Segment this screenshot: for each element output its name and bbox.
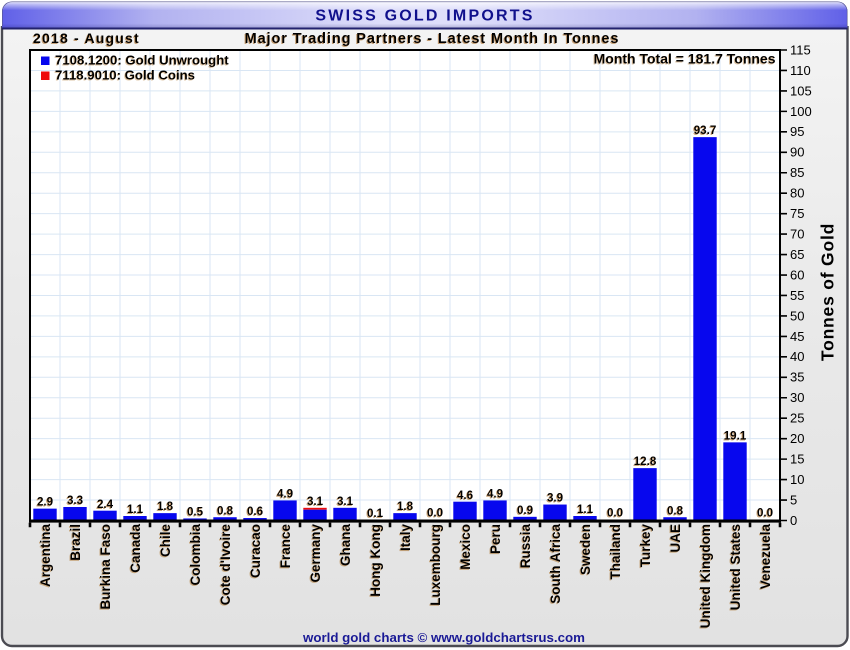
svg-text:75: 75 — [790, 206, 804, 221]
svg-text:Thailand: Thailand — [608, 524, 623, 580]
svg-text:19.1: 19.1 — [724, 429, 747, 442]
svg-text:4.9: 4.9 — [277, 488, 294, 501]
svg-text:1.1: 1.1 — [577, 503, 594, 516]
svg-text:1.1: 1.1 — [127, 503, 144, 516]
svg-text:93.7: 93.7 — [694, 124, 717, 137]
svg-text:90: 90 — [790, 145, 804, 160]
svg-text:70: 70 — [790, 227, 804, 242]
svg-text:Turkey: Turkey — [638, 524, 653, 568]
svg-text:Month Total = 181.7 Tonnes: Month Total = 181.7 Tonnes — [594, 51, 776, 67]
svg-text:25: 25 — [790, 411, 804, 426]
svg-text:Hong Kong: Hong Kong — [368, 524, 383, 597]
svg-text:Germany: Germany — [308, 524, 323, 583]
svg-text:Brazil: Brazil — [68, 524, 83, 561]
svg-text:SWISS GOLD IMPORTS: SWISS GOLD IMPORTS — [315, 8, 534, 25]
svg-text:0.6: 0.6 — [247, 505, 264, 518]
svg-text:2.9: 2.9 — [37, 496, 54, 509]
svg-text:0.0: 0.0 — [607, 507, 623, 520]
svg-text:Burkina Faso: Burkina Faso — [98, 524, 113, 610]
svg-text:3.1: 3.1 — [307, 495, 324, 508]
svg-text:4.6: 4.6 — [457, 489, 474, 502]
svg-text:United Kingdom: United Kingdom — [698, 524, 713, 628]
svg-text:5: 5 — [790, 492, 797, 507]
svg-text:4.9: 4.9 — [487, 488, 504, 501]
svg-text:Colombia: Colombia — [188, 524, 203, 586]
svg-text:1.8: 1.8 — [397, 500, 414, 513]
svg-text:Cote d'Ivoire: Cote d'Ivoire — [218, 524, 233, 606]
svg-text:65: 65 — [790, 247, 804, 262]
svg-text:60: 60 — [790, 267, 804, 282]
svg-text:30: 30 — [790, 390, 804, 405]
svg-text:Italy: Italy — [398, 524, 413, 552]
svg-text:0.5: 0.5 — [187, 506, 204, 519]
svg-text:35: 35 — [790, 370, 804, 385]
svg-text:0.0: 0.0 — [757, 507, 773, 520]
svg-text:Venezuela: Venezuela — [758, 524, 773, 590]
svg-text:0.9: 0.9 — [517, 504, 534, 517]
svg-text:55: 55 — [790, 288, 804, 303]
svg-text:Sweden: Sweden — [578, 524, 593, 575]
svg-text:Ghana: Ghana — [338, 524, 353, 567]
svg-text:10: 10 — [790, 472, 804, 487]
svg-text:United States: United States — [728, 524, 743, 610]
svg-text:Tonnes of Gold: Tonnes of Gold — [818, 223, 838, 361]
svg-text:0.8: 0.8 — [217, 504, 234, 517]
svg-text:100: 100 — [790, 104, 812, 119]
svg-text:7108.1200: Gold Unwrought: 7108.1200: Gold Unwrought — [55, 53, 229, 68]
svg-text:110: 110 — [790, 63, 811, 78]
svg-text:12.8: 12.8 — [634, 455, 657, 468]
svg-text:Argentina: Argentina — [38, 524, 53, 587]
svg-text:3.9: 3.9 — [547, 492, 564, 505]
svg-text:80: 80 — [790, 186, 804, 201]
svg-text:50: 50 — [790, 308, 804, 323]
svg-text:Peru: Peru — [488, 524, 503, 554]
svg-text:40: 40 — [790, 349, 804, 364]
svg-text:Chile: Chile — [158, 524, 173, 557]
svg-text:Luxembourg: Luxembourg — [428, 524, 443, 606]
svg-text:0.1: 0.1 — [367, 507, 384, 520]
svg-text:7118.9010: Gold Coins: 7118.9010: Gold Coins — [55, 68, 195, 83]
svg-text:3.1: 3.1 — [337, 495, 354, 508]
svg-text:105: 105 — [790, 83, 812, 98]
svg-text:Major Trading Partners - Lates: Major Trading Partners - Latest Month In… — [245, 31, 620, 47]
svg-text:Mexico: Mexico — [458, 524, 473, 570]
svg-text:1.8: 1.8 — [157, 500, 174, 513]
svg-text:0.0: 0.0 — [427, 507, 443, 520]
svg-text:France: France — [278, 524, 293, 569]
svg-text:15: 15 — [790, 452, 804, 467]
svg-text:3.3: 3.3 — [67, 494, 84, 507]
svg-text:South Africa: South Africa — [548, 524, 563, 604]
svg-text:0.8: 0.8 — [667, 504, 684, 517]
svg-text:UAE: UAE — [668, 524, 683, 553]
svg-text:2018 - August: 2018 - August — [33, 30, 140, 46]
svg-text:45: 45 — [790, 329, 804, 344]
svg-text:115: 115 — [790, 42, 811, 57]
svg-text:20: 20 — [790, 431, 804, 446]
svg-text:2.4: 2.4 — [97, 498, 114, 511]
svg-text:Curacao: Curacao — [248, 524, 263, 578]
svg-text:95: 95 — [790, 124, 804, 139]
svg-text:Russia: Russia — [518, 524, 533, 569]
svg-text:Canada: Canada — [128, 524, 143, 573]
svg-text:85: 85 — [790, 165, 804, 180]
svg-text:world gold charts © www.goldch: world gold charts © www.goldchartsrus.co… — [302, 630, 585, 645]
svg-text:0: 0 — [790, 513, 797, 528]
